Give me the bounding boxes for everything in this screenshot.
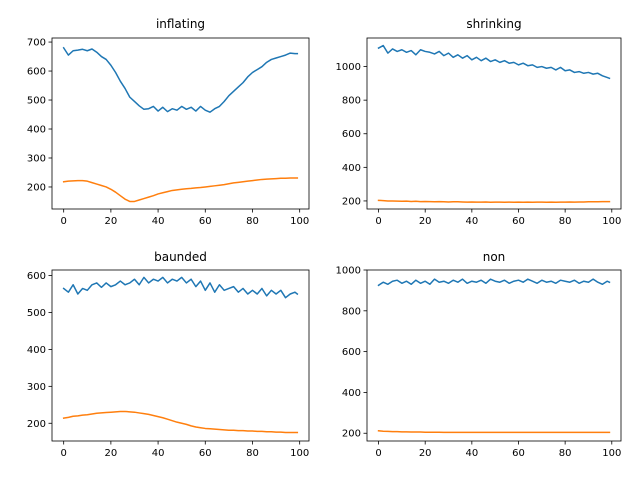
- y-tick-label: 200: [27, 419, 46, 430]
- x-tick-label: 60: [199, 448, 212, 459]
- y-tick-label: 1000: [336, 266, 361, 277]
- subplot-inflating: inflating 0 20 40 60 80 100 200 300 400 500 600 700: [27, 17, 310, 227]
- subplot-title: inflating: [156, 17, 205, 31]
- y-tick-label: 500: [27, 308, 46, 319]
- x-tick-label: 100: [290, 216, 309, 227]
- y-tick-label: 300: [27, 153, 46, 164]
- y-tick-label: 800: [342, 96, 361, 107]
- series-line-2: [62, 410, 299, 434]
- subplot-title: shrinking: [466, 17, 521, 31]
- subplot-baunded: baunded 0 20 40 60 80 100 200 300 400 500 600: [27, 250, 310, 459]
- x-tick-label: 40: [465, 216, 478, 227]
- y-tick-label: 700: [27, 38, 46, 49]
- x-tick-label: 80: [246, 448, 259, 459]
- y-tick-label: 400: [27, 345, 46, 356]
- y-tick-label: 400: [27, 125, 46, 136]
- y-tick-label: 300: [27, 382, 46, 393]
- y-tick-label: 1000: [336, 62, 361, 73]
- x-tick-label: 80: [246, 216, 259, 227]
- x-tick-label: 80: [559, 216, 572, 227]
- axes-frame: [51, 269, 310, 442]
- subplot-non: non 0 20 40 60 80 100 200 400 600 800 1000: [336, 250, 622, 459]
- subplot-title: baunded: [154, 250, 207, 264]
- x-tick-label: 100: [602, 216, 621, 227]
- x-tick-label: 20: [419, 448, 432, 459]
- series-line-2: [377, 429, 611, 434]
- y-tick-label: 200: [342, 196, 361, 207]
- y-tick-label: 200: [27, 182, 46, 193]
- series-line-1: [377, 44, 611, 80]
- x-tick-label: 40: [152, 216, 165, 227]
- axes-frame: [366, 37, 622, 210]
- subplot-title: non: [483, 250, 506, 264]
- y-tick-label: 600: [342, 129, 361, 140]
- y-tick-label: 400: [342, 163, 361, 174]
- x-tick-label: 80: [559, 448, 572, 459]
- x-tick-label: 0: [60, 216, 66, 227]
- x-tick-label: 0: [375, 448, 381, 459]
- x-tick-label: 100: [290, 448, 309, 459]
- x-tick-label: 20: [105, 448, 118, 459]
- y-tick-label: 200: [342, 429, 361, 440]
- series-line-2: [62, 177, 299, 203]
- y-tick-label: 400: [342, 388, 361, 399]
- x-tick-label: 20: [419, 216, 432, 227]
- y-tick-label: 800: [342, 306, 361, 317]
- subplot-shrinking: shrinking 0 20 40 60 80 100 200 400 600 800 1000: [336, 17, 622, 227]
- x-tick-label: 60: [512, 448, 525, 459]
- x-tick-label: 40: [465, 448, 478, 459]
- x-tick-label: 100: [602, 448, 621, 459]
- x-tick-label: 40: [152, 448, 165, 459]
- y-tick-label: 500: [27, 96, 46, 107]
- y-tick-label: 600: [342, 347, 361, 358]
- x-tick-label: 0: [375, 216, 381, 227]
- series-line-1: [62, 46, 299, 113]
- x-tick-label: 20: [105, 216, 118, 227]
- axes-frame: [51, 37, 310, 210]
- y-tick-label: 600: [27, 67, 46, 78]
- series-line-1: [62, 276, 299, 299]
- series-line-1: [377, 278, 611, 287]
- x-tick-label: 0: [60, 448, 66, 459]
- series-line-2: [377, 199, 611, 204]
- y-tick-label: 600: [27, 271, 46, 282]
- x-tick-label: 60: [512, 216, 525, 227]
- axes-frame: [366, 269, 622, 442]
- x-tick-label: 60: [199, 216, 212, 227]
